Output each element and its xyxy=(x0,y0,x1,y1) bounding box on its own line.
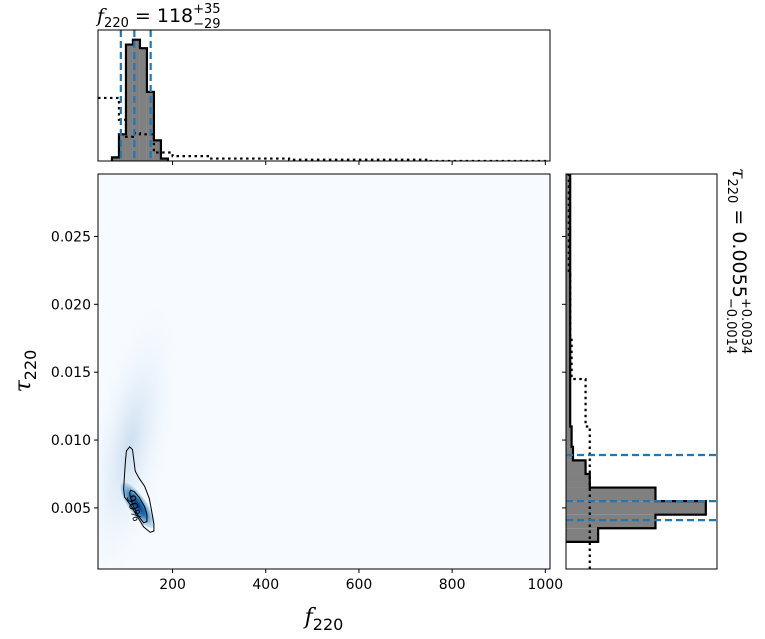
y-hist-bar xyxy=(566,446,573,461)
y-marginal-panel: τ220 = 0.0055+0.0034−0.0014 xyxy=(562,168,753,570)
y-hist-bar xyxy=(566,426,572,447)
y-tick-label: 0.015 xyxy=(51,365,91,381)
x-marginal-title: f220 = 118+35 −29 xyxy=(95,2,221,32)
y-hist-bar xyxy=(566,487,656,502)
x-hist-bar xyxy=(111,157,119,161)
contour-line xyxy=(129,489,148,524)
y-tick-label: 0.010 xyxy=(51,433,91,449)
y-tick-label: 0.005 xyxy=(51,501,91,517)
x-hist-bar xyxy=(125,44,133,161)
density-map xyxy=(98,298,182,569)
y-marginal-prior-line xyxy=(567,174,591,569)
contour-label: 90% xyxy=(124,493,144,522)
density-halo xyxy=(98,298,182,569)
y-marginal-title: τ220 = 0.0055+0.0034−0.0014 xyxy=(723,168,753,354)
y-marginal-histogram xyxy=(566,174,707,543)
x-hist-bar xyxy=(153,140,161,161)
joint-panel: 90% 200 400 600 800 1000 0.005 0.010 0.015 0.02… xyxy=(11,173,563,634)
x-hist-bar xyxy=(139,48,147,161)
x-hist-bar xyxy=(146,91,154,161)
x-marginal-ticks xyxy=(172,161,546,165)
contour-line xyxy=(123,446,155,533)
x-marginal-panel: f220 = 118+35 −29 xyxy=(95,2,551,165)
joint-frame xyxy=(97,173,551,570)
x-hist-bar xyxy=(160,158,168,161)
y-marginal-ticks xyxy=(562,235,566,509)
x-tick-label: 200 xyxy=(159,577,186,593)
y-hist-outline xyxy=(566,174,707,543)
x-marginal-histogram xyxy=(110,38,169,161)
y-hist-bar xyxy=(566,174,571,427)
contour-lines: 90% xyxy=(123,446,155,533)
x-hist-bar xyxy=(132,39,140,161)
x-tick-label: 1000 xyxy=(528,577,564,593)
y-hist-bar xyxy=(566,473,590,488)
density-core xyxy=(120,482,155,528)
x-hist-outline xyxy=(110,38,169,161)
y-hist-bar xyxy=(566,528,599,542)
y-marginal-frame xyxy=(565,173,718,570)
y-tick-label: 0.020 xyxy=(51,297,91,313)
x-tick-label: 400 xyxy=(252,577,279,593)
x-tick-label: 600 xyxy=(346,577,373,593)
y-hist-bar xyxy=(566,501,706,515)
x-marginal-prior-line xyxy=(98,96,550,161)
y-marginal-quantiles xyxy=(566,453,717,522)
x-tick-label: 800 xyxy=(439,577,466,593)
y-tick-label: 0.025 xyxy=(51,229,91,245)
x-axis-ticks: 200 400 600 800 1000 xyxy=(159,569,563,593)
y-axis-label: τ220 xyxy=(11,350,40,393)
x-axis-label: f220 xyxy=(303,605,344,634)
x-hist-bar xyxy=(118,134,126,161)
y-hist-bar xyxy=(566,514,656,529)
y-axis-ticks: 0.005 0.010 0.015 0.020 0.025 xyxy=(51,229,98,517)
y-hist-bar xyxy=(566,460,586,474)
x-marginal-frame xyxy=(97,29,551,162)
